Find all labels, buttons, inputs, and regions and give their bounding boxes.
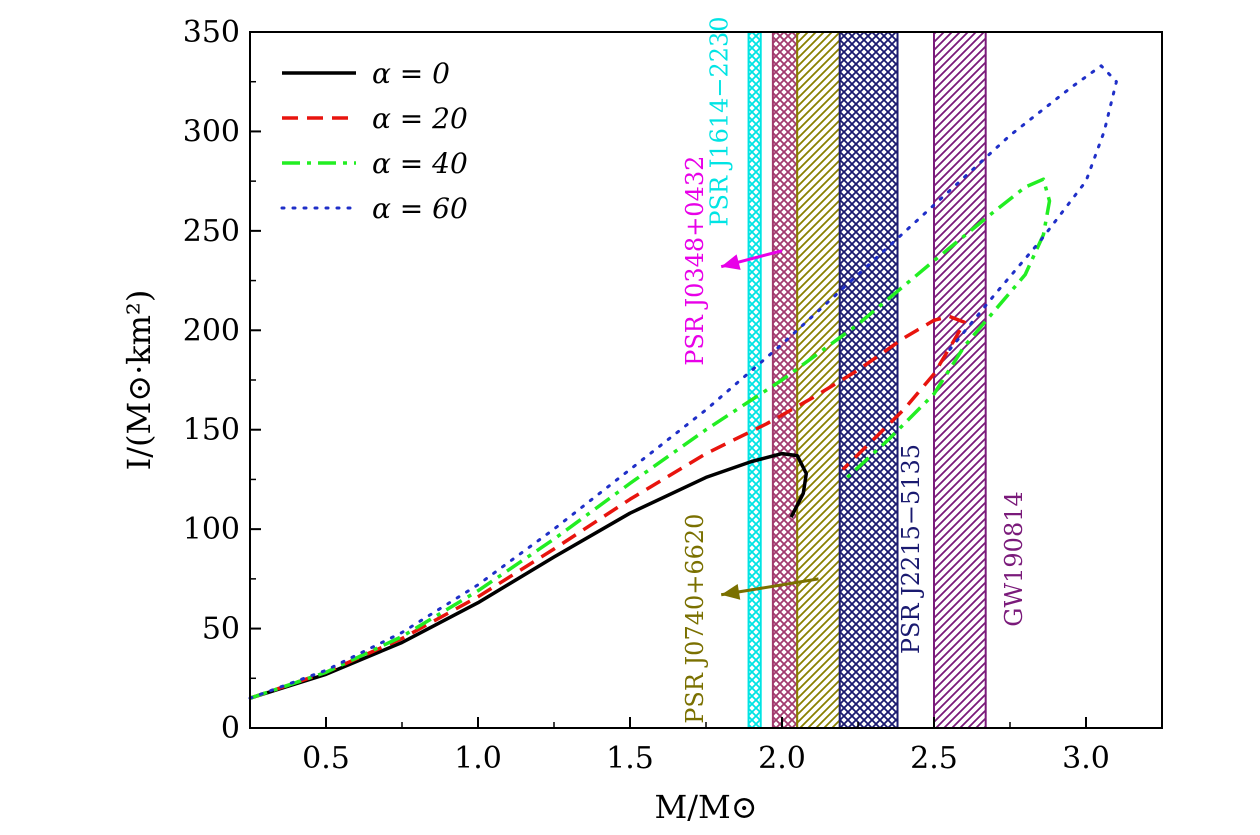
y-tick-label-6: 300 [183,114,240,149]
annotation-psr-j0348-0432: PSR J0348+0432 [681,156,709,366]
legend: α = 0 α = 20 α = 40 α = 60 [280,57,468,225]
band-psr-j0740-6620 [796,31,841,729]
arrow-head-1 [721,583,741,600]
x-tick-label-1: 1.0 [454,741,502,776]
y-tick-label-2: 100 [183,512,240,547]
legend-label-2: α = 40 [372,147,468,180]
x-tick-label-0: 0.5 [302,741,350,776]
x-tick-label-4: 2.5 [910,741,958,776]
y-tick-label-3: 150 [183,413,240,448]
legend-label-3: α = 60 [372,192,468,225]
y-tick-label-4: 200 [183,313,240,348]
y-tick-label-1: 50 [202,612,240,647]
band-psr-j2215-5135 [838,31,899,729]
arrow-head-0 [721,254,741,270]
annotation-psr-j2215-5135: PSR J2215−5135 [897,444,925,654]
y-tick-label-5: 250 [183,214,240,249]
legend-label-1: α = 20 [372,102,468,135]
series-layer [248,64,1118,700]
x-tick-label-3: 2.0 [758,741,806,776]
y-axis-title: I/(M⊙·km²) [120,290,158,471]
annotation-psr-j1614-2230: PSR J1614−2230 [705,16,733,226]
y-tick-label-0: 0 [221,711,240,746]
series-line-2 [249,177,1052,700]
band-psr-j0348-0432 [771,31,799,729]
series-line-1 [249,314,967,700]
annotation-gw190814: GW190814 [1000,491,1028,626]
ticks-layer: 0.5 1.0 1.5 2.0 2.5 3.0 0 50 100 150 200 250 300 350 [183,15,1110,776]
band-psr-j1614-2230 [747,31,762,729]
y-tick-label-7: 350 [183,15,240,50]
annotation-psr-j0740-6620: PSR J0740+6620 [681,514,709,724]
x-tick-label-2: 1.5 [606,741,654,776]
arrows-layer [720,249,819,600]
x-axis-title: M/M⊙ [654,788,757,826]
x-tick-label-5: 3.0 [1062,741,1110,776]
legend-label-0: α = 0 [372,57,450,90]
series-line-3 [248,64,1118,700]
series-line-0 [249,451,809,700]
